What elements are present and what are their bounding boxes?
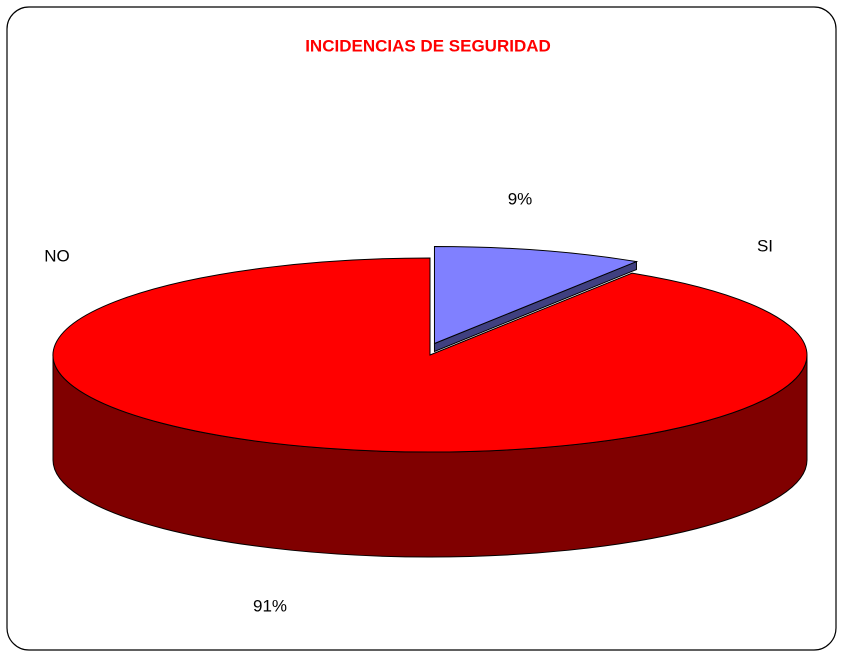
chart-title: INCIDENCIAS DE SEGURIDAD (305, 36, 551, 55)
pie-slice (433, 245, 639, 345)
pie-slice (52, 257, 808, 453)
value-label: 9% (508, 189, 533, 208)
value-label: 91% (253, 596, 287, 615)
category-label: SI (757, 236, 773, 255)
category-label: NO (44, 246, 70, 265)
